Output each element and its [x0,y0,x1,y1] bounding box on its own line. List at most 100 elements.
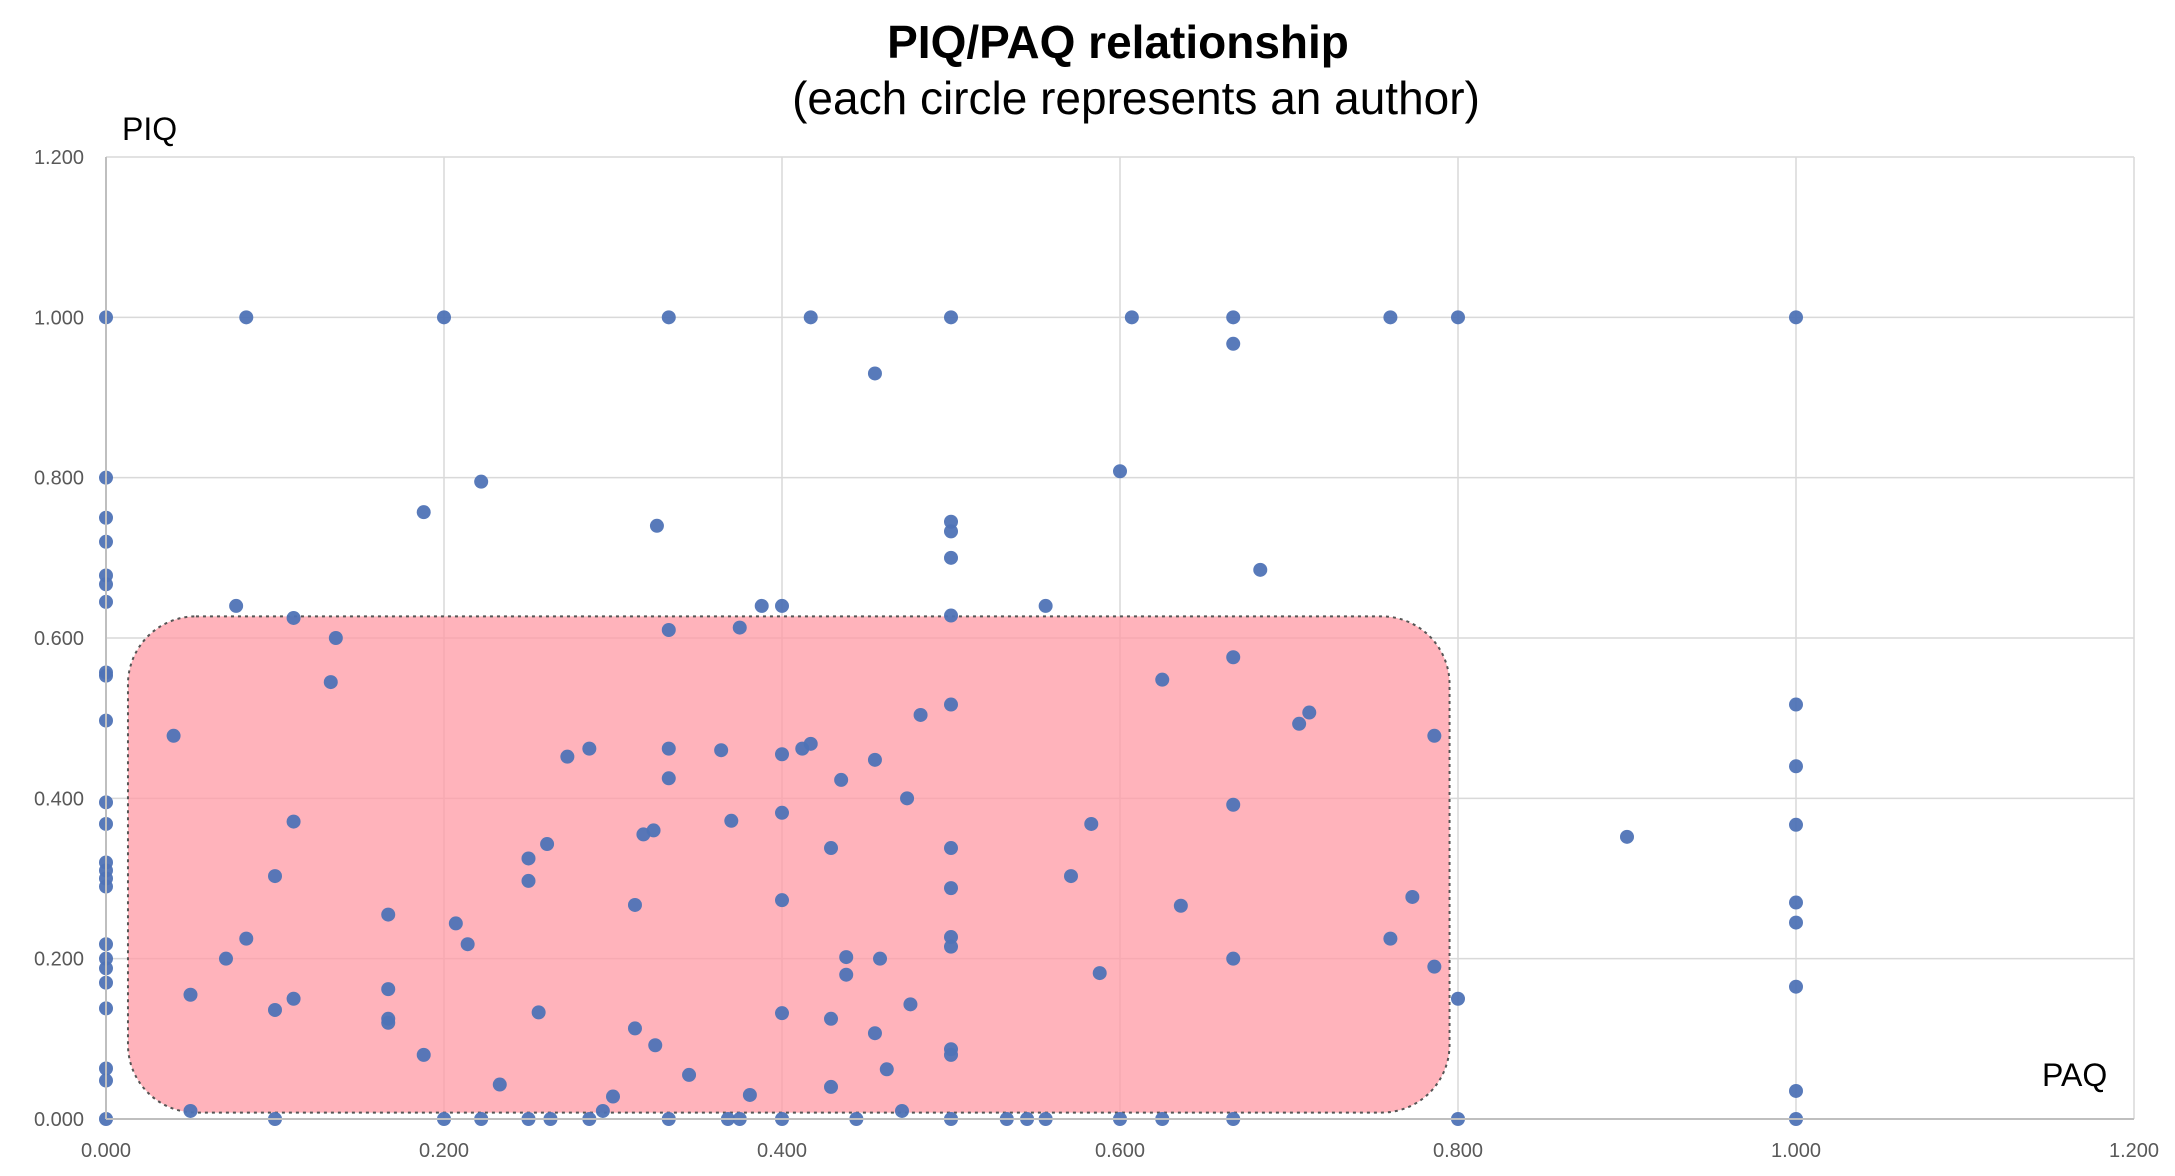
data-point [627,1021,642,1036]
data-point [944,524,958,539]
data-point [1292,716,1307,731]
data-point [944,930,958,945]
x-tick-label: 0.800 [1433,1140,1483,1162]
data-point [646,823,661,838]
data-point [775,805,789,820]
data-point [913,707,928,722]
data-point [839,967,854,982]
data-point [834,772,849,787]
data-point [1405,889,1420,904]
data-point [521,873,536,888]
data-point [1226,310,1241,325]
data-point [1789,759,1803,774]
x-tick-label: 0.400 [757,1140,807,1162]
data-point [824,1011,839,1026]
data-point [649,518,664,533]
y-axis-label: PIQ [122,111,177,147]
data-point [521,851,536,866]
data-point [661,310,676,325]
data-point [903,997,918,1012]
data-point [381,1015,396,1030]
y-tick-label: 0.400 [34,788,84,810]
data-point [1383,931,1398,946]
x-tick-label: 0.200 [419,1140,469,1162]
data-point [1253,562,1268,577]
data-point [1789,310,1803,325]
data-point [1427,728,1442,743]
data-point [839,950,854,965]
data-point [1226,650,1241,665]
data-point [1084,816,1099,831]
y-tick-label: 0.600 [34,628,84,650]
data-point [1173,898,1188,913]
data-point [286,814,301,829]
data-point [867,366,882,381]
data-point [381,907,396,922]
data-point [286,991,301,1006]
data-point [1063,869,1078,884]
data-point [268,869,282,884]
y-tick-label: 0.200 [34,949,84,971]
data-point [460,937,475,952]
data-point [944,514,958,529]
data-point [1092,966,1107,981]
data-point [218,951,233,966]
data-point [1620,829,1634,844]
data-point [448,916,463,931]
data-point [560,749,575,764]
data-point [1789,979,1803,994]
data-point [894,1103,909,1118]
data-point [239,931,254,946]
data-point [661,622,676,637]
data-point [724,813,739,828]
data-point [1113,464,1127,479]
data-point [873,951,888,966]
data-point [648,1038,663,1053]
x-tick-label: 1.200 [2109,1140,2159,1162]
data-point [323,675,338,690]
data-point [944,697,958,712]
y-tick-label: 0.000 [34,1109,84,1131]
data-point [775,598,789,613]
data-point [416,505,431,520]
data-point [492,1077,507,1092]
data-point [1226,951,1241,966]
data-point [682,1067,697,1082]
data-point [1302,705,1317,720]
x-tick-label: 0.000 [81,1140,131,1162]
data-point [944,608,958,623]
data-point [879,1062,894,1077]
data-point [286,610,301,625]
data-point [661,771,676,786]
data-point [867,752,882,767]
chart-subtitle: (each circle represents an author) [792,72,1480,124]
data-point [824,841,839,856]
data-point [166,728,181,743]
data-point [540,837,555,852]
x-tick-label: 1.000 [1771,1140,1821,1162]
data-point [1451,310,1465,325]
data-point [268,1002,282,1017]
data-point [714,743,729,758]
data-point [944,939,958,954]
data-point [944,841,958,856]
data-point [1427,959,1442,974]
data-point [944,1047,958,1062]
data-point [531,1005,546,1020]
data-point [582,741,597,756]
data-point [661,741,676,756]
data-point [183,987,198,1002]
x-tick-label: 0.600 [1095,1140,1145,1162]
data-point [775,1006,789,1021]
data-point [1383,310,1398,325]
data-point [1789,817,1803,832]
data-point [1038,598,1053,613]
y-tick-label: 1.000 [34,307,84,329]
chart-title: PIQ/PAQ relationship [887,16,1349,68]
data-point [732,620,747,635]
data-point [1124,310,1139,325]
data-points [99,310,1803,1126]
data-point [229,598,244,613]
